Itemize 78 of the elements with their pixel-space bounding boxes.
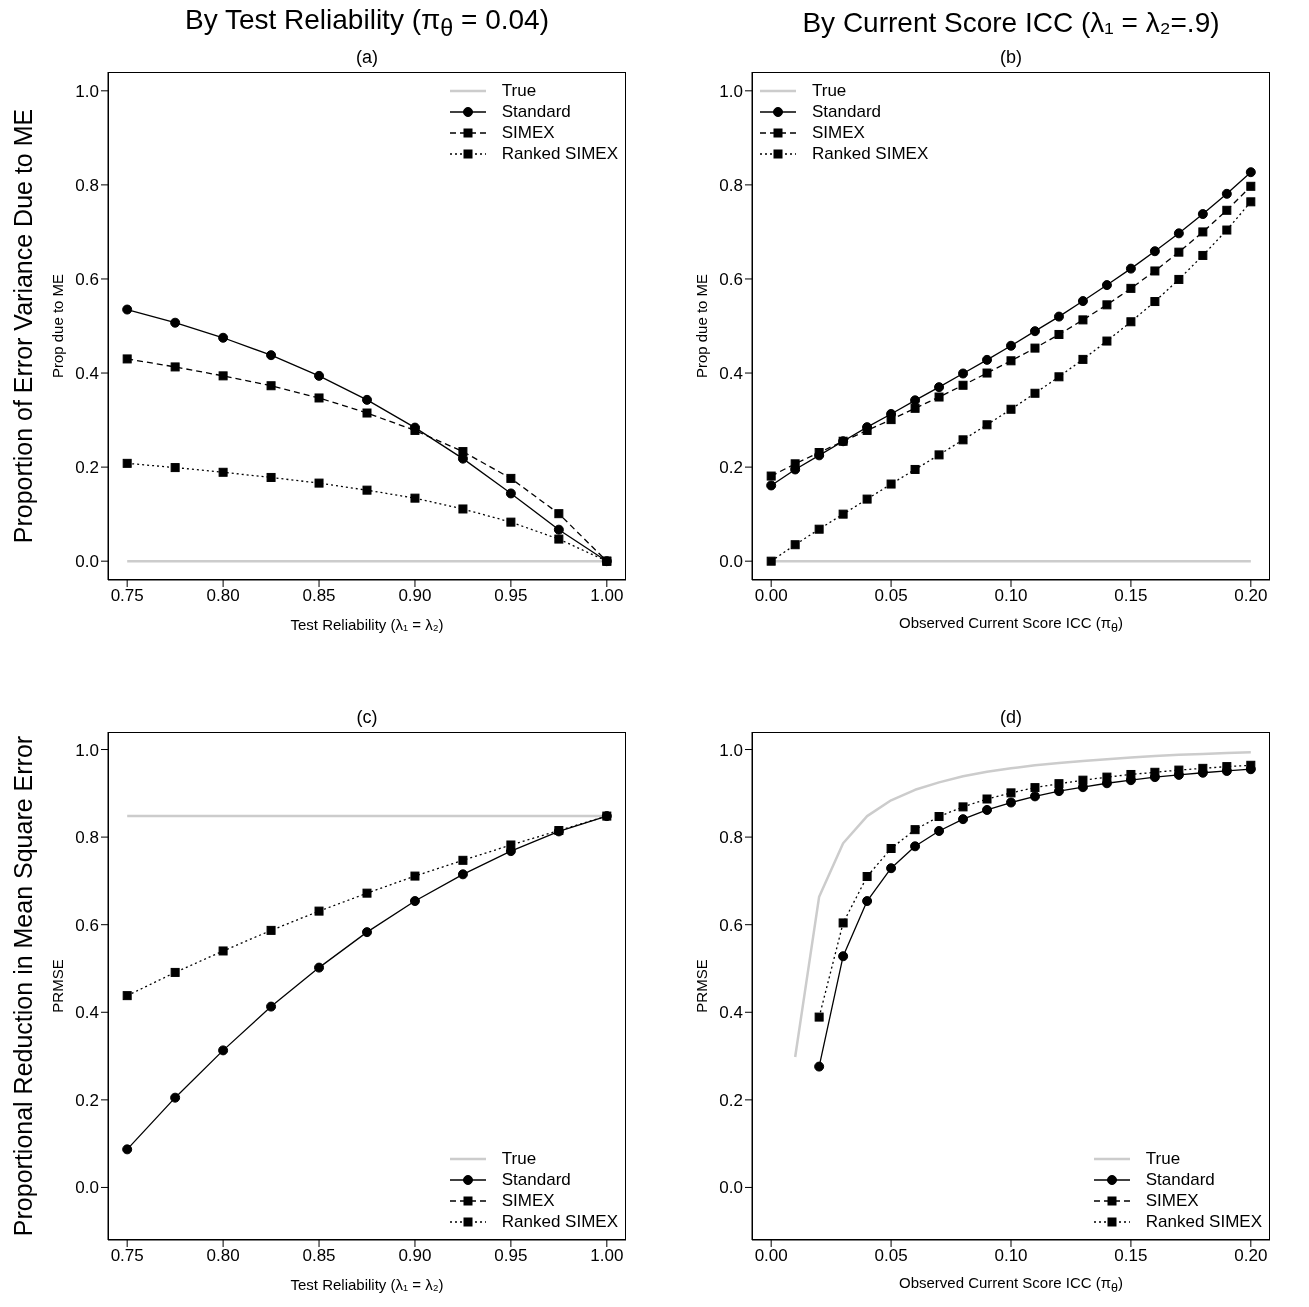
text: Proportion of Error Variance Due to ME (8, 108, 38, 544)
legend-label: True (1145, 1148, 1181, 1169)
y-tick-label: 0.6 (75, 915, 99, 935)
x-tick-label: 1.00 (590, 1246, 624, 1266)
y-axis-title: Prop due to ME (692, 273, 710, 379)
y-tick-label: 0.4 (719, 364, 743, 384)
legend-label: SIMEX (501, 122, 555, 143)
chart-subtitle: (a) (356, 46, 378, 68)
legend-label: SIMEX (501, 1190, 555, 1211)
chart-title: By Current Score ICC (λ₁ = λ₂=.9) (802, 7, 1220, 39)
y-tick-label: 0.6 (719, 270, 743, 289)
x-tick-label: 0.75 (110, 1246, 144, 1266)
legend-label: Ranked SIMEX (812, 143, 929, 164)
legend-label: Standard (501, 101, 571, 122)
y-tick-label: 0.0 (75, 1178, 99, 1198)
x-axis-title: Observed Current Score ICC (π$_{θ}$) (898, 613, 1124, 635)
chart-subtitle: (b) (1000, 46, 1022, 68)
x-tick-label: 0.20 (1234, 586, 1268, 606)
legend-label: Standard (501, 1169, 571, 1190)
x-tick-label: 0.95 (494, 1246, 528, 1266)
x-tick-label: 0.15 (1114, 1246, 1148, 1266)
legend-label: True (501, 80, 537, 101)
y-tick-label: 1.0 (75, 740, 99, 760)
x-tick-label: 0.85 (302, 586, 336, 606)
y-tick-label: 0.0 (719, 1178, 743, 1198)
legend-label: Ranked SIMEX (1145, 1211, 1262, 1232)
legend-label: Standard (812, 101, 881, 122)
y-tick-label: 0.2 (75, 1090, 99, 1110)
y-tick-label: 0.4 (719, 1003, 743, 1023)
x-tick-label: 0.80 (206, 586, 240, 606)
y-tick-label: 0.4 (75, 1003, 99, 1023)
y-tick-label: 0.8 (719, 828, 743, 848)
legend-label: SIMEX (812, 122, 865, 143)
chart-title: (c) (356, 706, 378, 728)
x-tick-label: 0.10 (994, 1246, 1028, 1266)
x-tick-label: 0.95 (494, 586, 528, 606)
y-tick-label: 0.4 (75, 364, 99, 384)
y-tick-label: 1.0 (719, 740, 743, 760)
x-tick-label: 0.05 (874, 1246, 908, 1266)
y-tick-label: 0.2 (75, 458, 99, 478)
x-tick-label: 0.00 (754, 1246, 788, 1266)
y-tick-label: 0.8 (75, 828, 99, 848)
legend-label: True (501, 1148, 537, 1169)
y-tick-label: 0.8 (719, 175, 743, 195)
y-tick-label: 0.2 (719, 458, 743, 478)
text: Proportional Reduction in Mean Square Error (8, 735, 38, 1237)
y-tick-label: 0.8 (75, 175, 99, 195)
x-tick-label: 1.00 (590, 586, 624, 606)
y-tick-label: 0.0 (75, 552, 99, 572)
x-tick-label: 0.90 (398, 586, 432, 606)
x-tick-label: 0.15 (1114, 586, 1148, 606)
chart-title: By Test Reliability (π$_{θ}$ = 0.04) (184, 4, 550, 42)
y-axis-title: PRMSE (692, 959, 710, 1013)
y-axis-title: Prop due to ME (48, 273, 66, 379)
x-axis-title: Observed Current Score ICC (π$_{θ}$) (898, 1273, 1124, 1295)
x-tick-label: 0.75 (110, 586, 144, 606)
legend-label: SIMEX (1145, 1190, 1199, 1211)
x-axis-title: Test Reliability (λ₁ = λ₂) (290, 1275, 444, 1293)
chart-title: (d) (1000, 706, 1022, 728)
y-tick-label: 0.6 (75, 270, 99, 289)
y-axis-title: PRMSE (48, 959, 66, 1013)
legend-label: True (812, 80, 847, 101)
x-tick-label: 0.10 (994, 586, 1028, 606)
legend-label: Standard (1145, 1169, 1215, 1190)
x-tick-label: 0.00 (754, 586, 788, 606)
y-tick-label: 0.0 (719, 552, 743, 572)
y-tick-label: 1.0 (75, 81, 99, 101)
y-tick-label: 0.2 (719, 1090, 743, 1110)
legend-label: Ranked SIMEX (501, 143, 618, 164)
y-tick-label: 0.6 (719, 915, 743, 935)
x-tick-label: 0.90 (398, 1246, 432, 1266)
x-tick-label: 0.80 (206, 1246, 240, 1266)
x-tick-label: 0.05 (874, 586, 908, 606)
y-tick-label: 1.0 (719, 81, 743, 101)
x-axis-title: Test Reliability (λ₁ = λ₂) (290, 615, 444, 633)
legend-label: Ranked SIMEX (501, 1211, 618, 1232)
x-tick-label: 0.20 (1234, 1246, 1268, 1266)
x-tick-label: 0.85 (302, 1246, 336, 1266)
